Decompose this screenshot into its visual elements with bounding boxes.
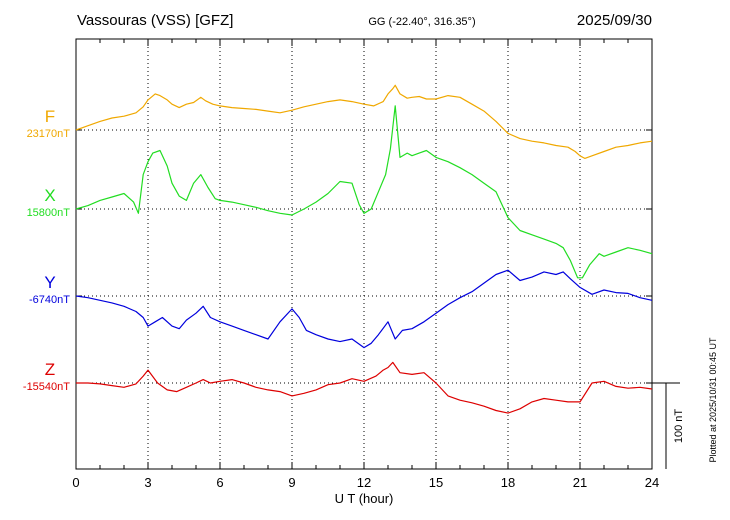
- x-tick-label: 21: [573, 475, 587, 490]
- series-baseline-z: -15540nT: [23, 381, 70, 393]
- scale-bar: 100 nT: [652, 382, 685, 469]
- series-name-z: Z: [45, 360, 55, 379]
- series-baseline-x: 15800nT: [27, 207, 71, 219]
- date-label: 2025/09/30: [577, 12, 652, 29]
- plotted-at-note: Plotted at 2025/10/31 00:45 UT: [708, 337, 718, 463]
- x-tick-label: 9: [288, 475, 295, 490]
- x-axis-label: U T (hour): [335, 491, 394, 506]
- x-tick-label: 3: [144, 475, 151, 490]
- x-tick-label: 0: [72, 475, 79, 490]
- series-line-x: [75, 105, 653, 279]
- coordinates-label: GG (-22.40°, 316.35°): [368, 16, 475, 28]
- series-name-y: Y: [44, 273, 55, 292]
- series-line-y: [75, 269, 653, 349]
- x-tick-label: 15: [429, 475, 443, 490]
- series-layer: F 23170nT X 15800nT Y -6740nT Z -15540nT: [23, 84, 653, 414]
- series-line-z: [76, 361, 653, 414]
- series-name-x: X: [44, 186, 55, 205]
- series-name-f: F: [45, 107, 55, 126]
- scale-bar-label: 100 nT: [673, 409, 685, 444]
- x-tick-label: 12: [357, 475, 371, 490]
- x-tick-label: 18: [501, 475, 515, 490]
- series-baseline-y: -6740nT: [29, 294, 70, 306]
- series-baseline-f: 23170nT: [27, 128, 71, 140]
- station-title: Vassouras (VSS) [GFZ]: [77, 12, 233, 29]
- series-line-f: [75, 84, 653, 159]
- grid-lines: [76, 39, 652, 469]
- x-tick-label: 24: [645, 475, 659, 490]
- x-axis: 0 3 6 9 12 15 18 21 24: [72, 39, 659, 490]
- x-tick-label: 6: [216, 475, 223, 490]
